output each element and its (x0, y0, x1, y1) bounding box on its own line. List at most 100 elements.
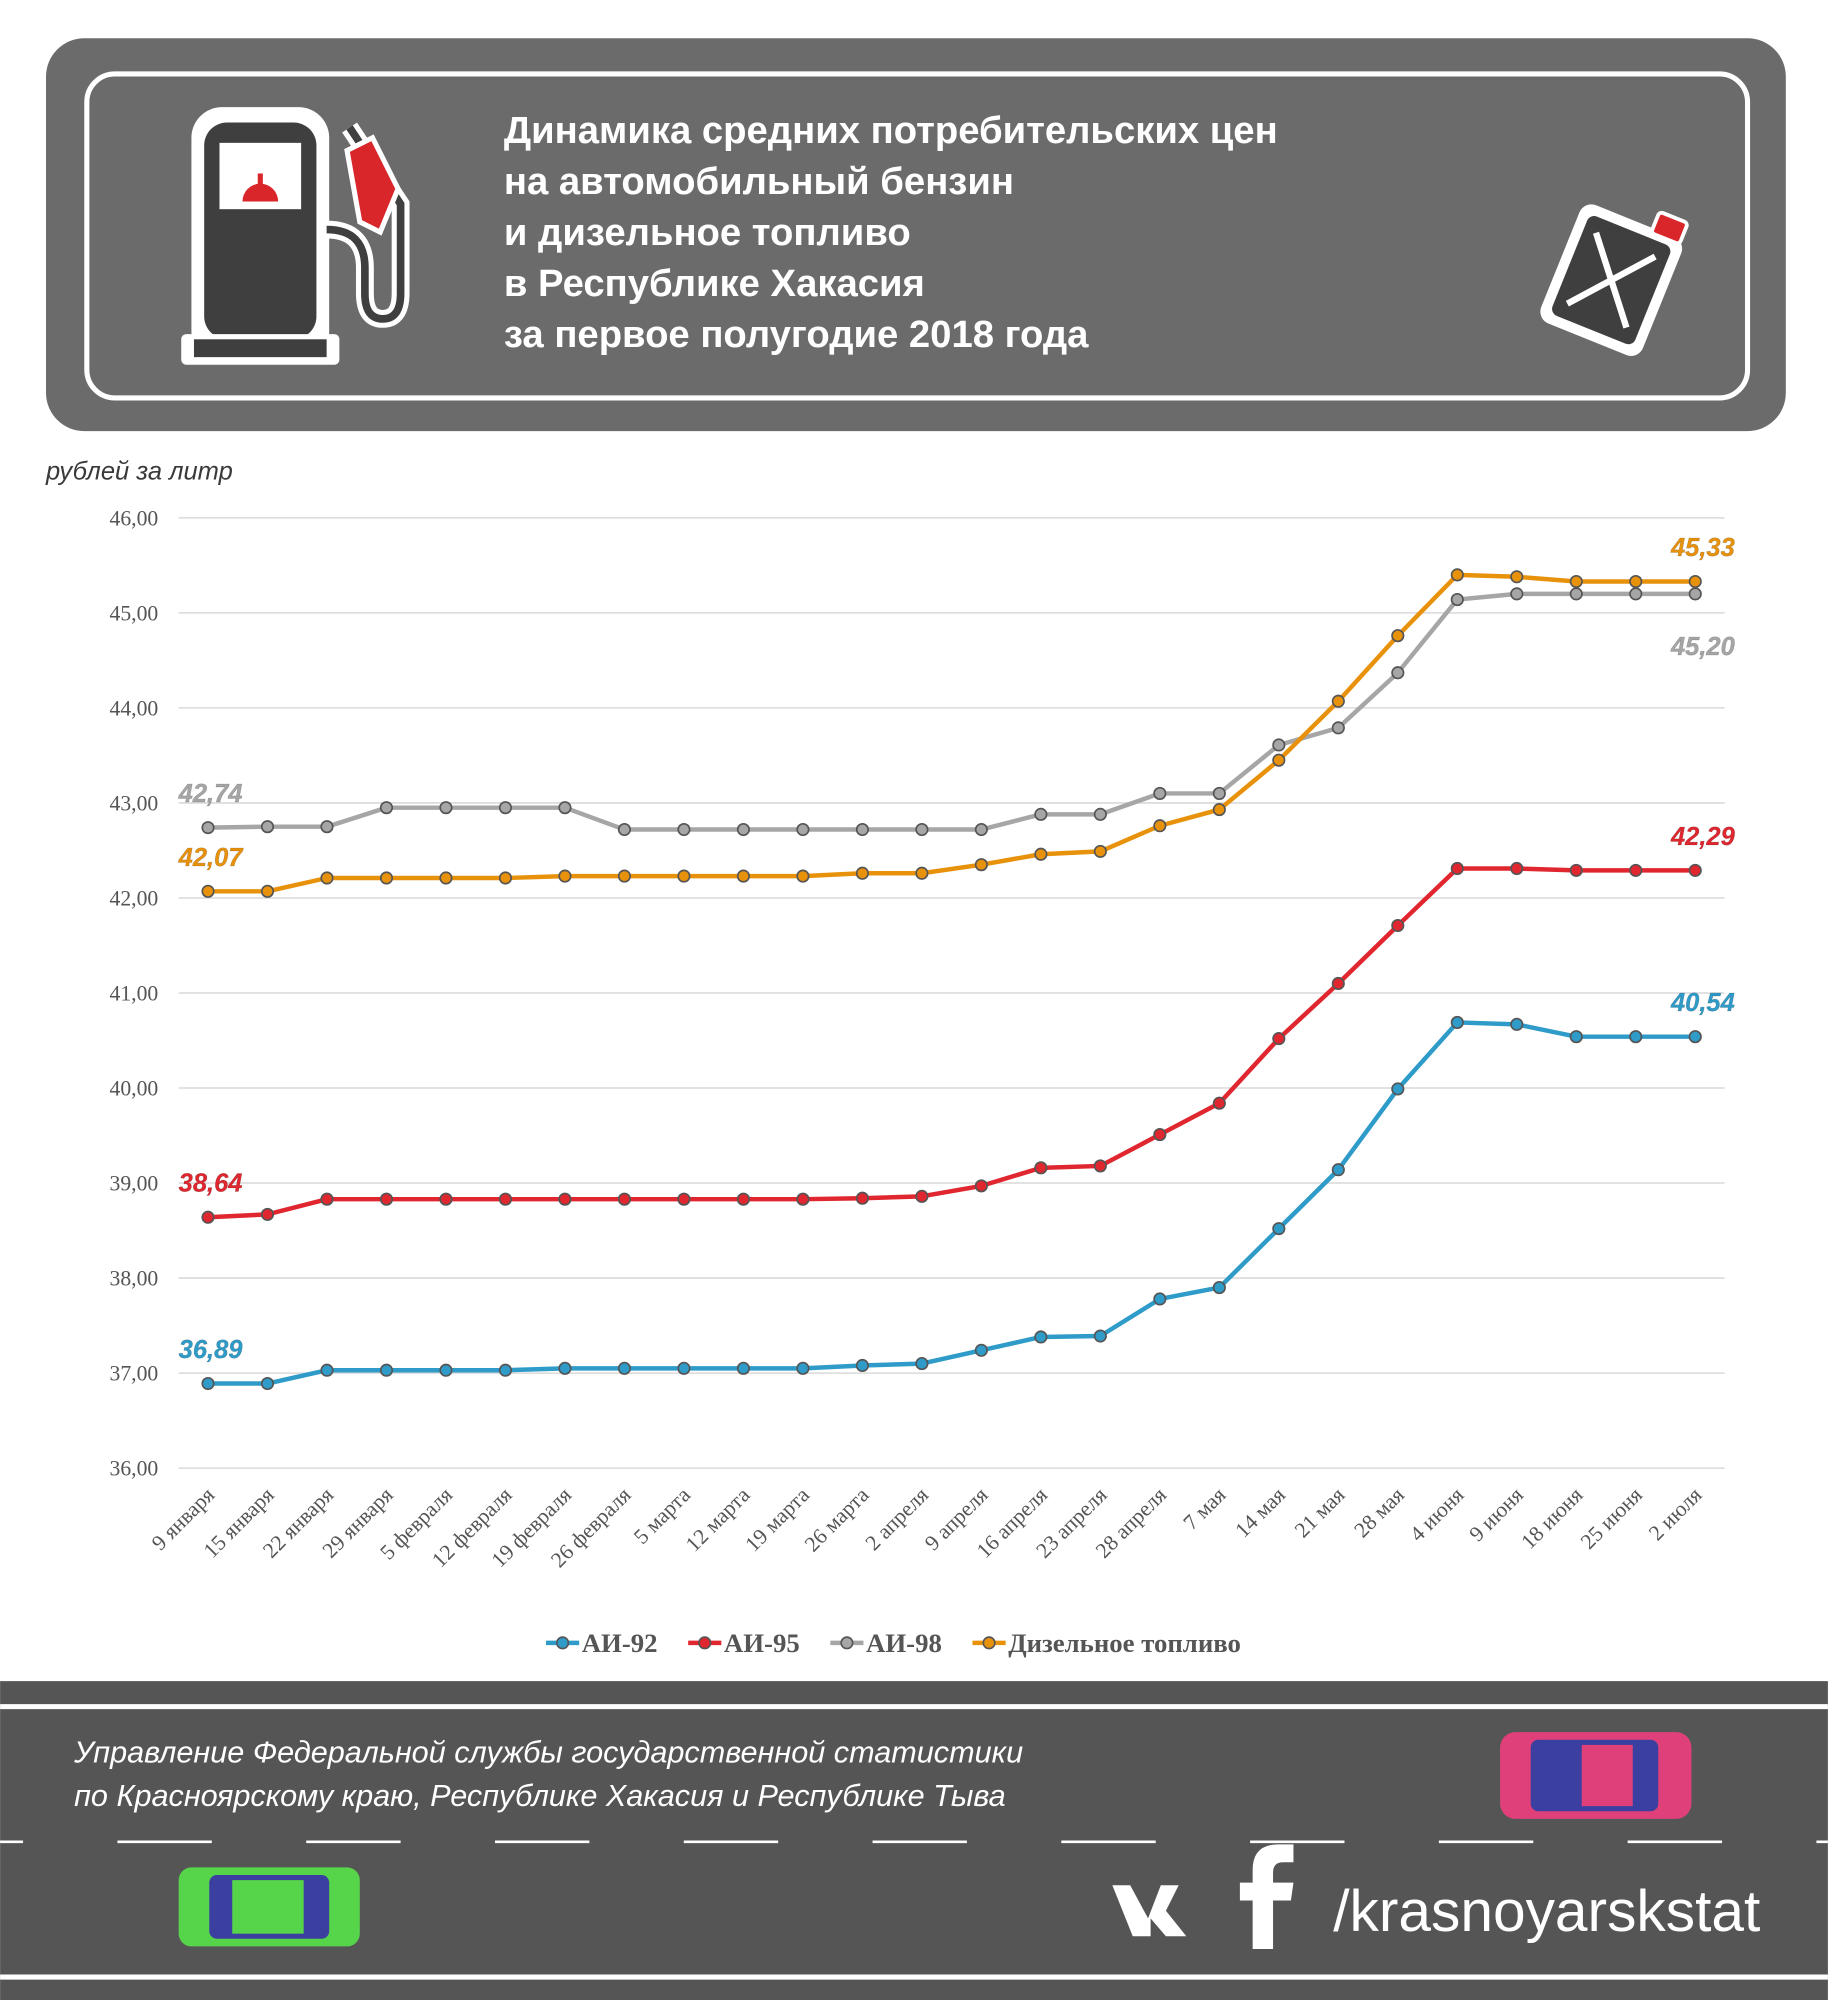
data-point (320, 1192, 334, 1206)
data-point (796, 1192, 810, 1206)
data-label: 36,89 (179, 1336, 244, 1364)
data-point (1391, 1082, 1405, 1096)
series-line (208, 572, 1696, 894)
y-tick-label: 41,00 (109, 982, 158, 1006)
data-point (677, 1361, 691, 1375)
data-point (439, 871, 453, 885)
data-point (1272, 753, 1286, 767)
data-point (201, 884, 215, 898)
data-point (1510, 570, 1524, 584)
data-point (1153, 786, 1167, 800)
data-point (1331, 1163, 1345, 1177)
header-panel (46, 38, 1786, 432)
data-point (1450, 568, 1464, 582)
data-point (1093, 1159, 1107, 1173)
data-point (796, 822, 810, 837)
data-point (379, 871, 394, 885)
data-point (915, 822, 929, 837)
data-point (379, 1363, 394, 1377)
data-point (974, 858, 988, 872)
data-point (201, 1376, 215, 1391)
data-point (915, 866, 929, 880)
legend-marker (840, 1636, 854, 1650)
data-point (1629, 587, 1643, 601)
data-point (498, 801, 513, 815)
data-point (498, 1192, 513, 1206)
data-point (320, 820, 334, 834)
green-car (178, 1867, 360, 1947)
data-label: 45,33 (1670, 534, 1735, 562)
data-point (1569, 587, 1583, 601)
data-point (677, 822, 691, 837)
data-point (1153, 819, 1167, 833)
social-icons (1112, 1844, 1294, 1949)
data-point (558, 869, 572, 883)
data-point (1688, 1030, 1702, 1044)
series-line (207, 591, 1696, 832)
data-point (558, 1192, 572, 1206)
data-point (1569, 1030, 1583, 1044)
data-point (1391, 666, 1405, 680)
y-axis-label: рублей за литр (45, 458, 233, 486)
data-point (677, 869, 691, 883)
data-point (320, 1363, 334, 1377)
data-label: 45,20 (1670, 633, 1735, 661)
title-line: за первое полугодие 2018 года (504, 313, 1089, 356)
organization: Управление Федеральной службы государств… (73, 1736, 1023, 1813)
organization-line: по Красноярскому краю, Республике Хакаси… (74, 1779, 1006, 1813)
data-point (558, 801, 572, 815)
data-point (379, 1192, 394, 1206)
legend-marker (698, 1636, 712, 1650)
data-point (617, 822, 632, 837)
data-point (1272, 1222, 1286, 1236)
fuel-pump-icon (181, 107, 410, 365)
data-point (260, 884, 275, 898)
data-point (1629, 863, 1643, 877)
y-tick-label: 42,00 (109, 887, 158, 911)
data-label: 40,54 (1670, 989, 1735, 1017)
data-point (1034, 847, 1048, 861)
organization-line: Управление Федеральной службы государств… (73, 1736, 1023, 1770)
y-tick-label: 38,00 (109, 1267, 158, 1291)
y-tick-label: 46,00 (109, 507, 158, 531)
data-label: 42,07 (178, 844, 245, 872)
data-point (1034, 807, 1048, 821)
data-point (1212, 803, 1226, 817)
y-tick-label: 45,00 (109, 602, 158, 626)
canister-icon (1540, 204, 1689, 356)
data-point (974, 1343, 988, 1357)
data-point (1331, 976, 1345, 991)
header-frame (84, 71, 1751, 401)
data-point (1093, 1329, 1107, 1343)
data-point (736, 1361, 750, 1375)
data-label: 42,29 (1670, 823, 1736, 851)
footer: Управление Федеральной службы государств… (0, 1681, 1828, 2000)
y-tick-label: 36,00 (109, 1457, 158, 1481)
legend-label: Дизельное топливо (1008, 1628, 1241, 1658)
y-tick-label: 37,00 (109, 1362, 158, 1386)
data-point (1450, 861, 1464, 876)
legend-label: АИ-98 (866, 1628, 942, 1658)
data-point (1510, 861, 1524, 876)
data-point (915, 1189, 929, 1203)
data-point (1331, 694, 1345, 708)
social-handle: /krasnoyarskstat (1333, 1879, 1760, 1944)
legend-item: АИ-92 (546, 1628, 658, 1658)
data-label: 38,64 (179, 1170, 243, 1198)
legend-item: Дизельное топливо (972, 1628, 1241, 1658)
data-point (1153, 1128, 1167, 1142)
header: Динамика средних потребительских цен на а… (46, 38, 1786, 432)
data-point (915, 1357, 929, 1371)
y-tick-label: 44,00 (109, 697, 158, 721)
data-point (1391, 629, 1405, 643)
legend-label: АИ-92 (582, 1628, 658, 1658)
data-point (260, 1376, 275, 1391)
legend-item: АИ-98 (830, 1628, 942, 1658)
title: Динамика средних потребительских цен на а… (504, 109, 1278, 356)
data-point (439, 1192, 453, 1206)
data-point (796, 1361, 810, 1375)
data-point (1331, 721, 1345, 735)
data-point (558, 1361, 572, 1375)
data-label: 42,74 (178, 780, 243, 808)
